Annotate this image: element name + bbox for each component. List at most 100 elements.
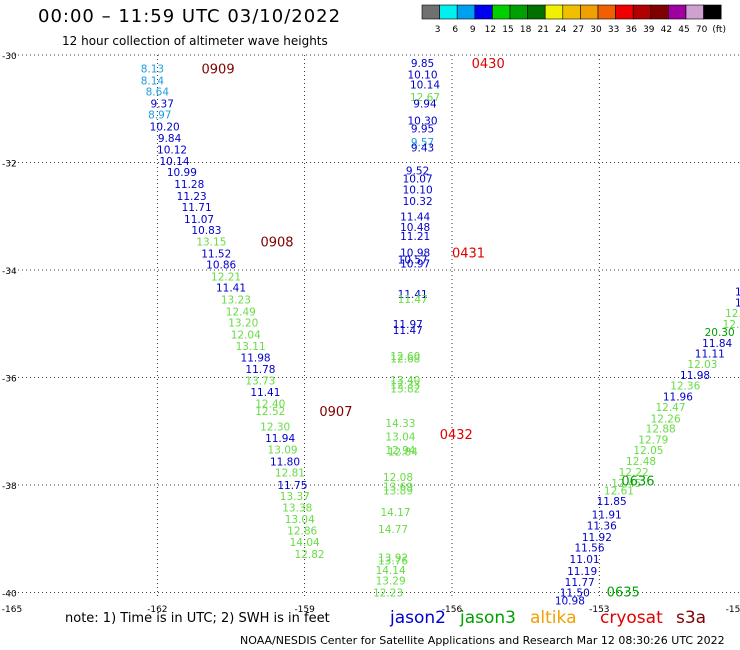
wave-height-label: 11.52 — [201, 248, 231, 260]
wave-height-label: 12.81 — [275, 468, 305, 480]
wave-height-label: 12.3 — [723, 319, 740, 331]
lat-tick-label: -34 — [2, 267, 17, 277]
wave-height-label: 13.40 — [390, 375, 420, 387]
colorbar-label: 21 — [537, 25, 548, 35]
wave-height-label: 12.23 — [373, 588, 403, 600]
wave-height-label: 12.04 — [231, 330, 261, 342]
wave-height-label: 11.41 — [216, 283, 246, 295]
wave-height-label: 11.96 — [663, 391, 693, 403]
wave-height-label: 12.40 — [255, 398, 285, 410]
wave-height-label: 11.98 — [241, 353, 271, 365]
altimeter-map: -30 -32 -34 -36 -38 -40 -165 -162 -159 -156 -153 -1… — [2, 52, 740, 615]
wave-height-label: 11.50 — [560, 588, 590, 600]
pass-time-label: 0432 — [440, 428, 473, 443]
wave-height-label: 12.88 — [646, 424, 676, 436]
wave-height-label: 11 — [735, 297, 740, 309]
wave-height-label: 12.82 — [295, 549, 325, 561]
wave-height-label: 13.38 — [282, 503, 312, 515]
wave-height-label: 11.01 — [570, 554, 600, 566]
colorbar-label: 27 — [573, 25, 584, 35]
wave-height-label: 13.69 — [383, 482, 413, 494]
wave-height-label: 12.48 — [626, 456, 656, 468]
wave-height-label: 14.77 — [378, 524, 408, 536]
wave-height-label: 11.85 — [597, 496, 627, 508]
legend-altika: altika — [530, 608, 577, 628]
colorbar-label: 36 — [625, 25, 637, 35]
wave-height-label: 12.86 — [287, 526, 317, 538]
wave-height-label: 11.41 — [250, 387, 280, 399]
lat-tick-label: -38 — [2, 482, 17, 492]
wave-height-label: 11.28 — [174, 179, 204, 191]
wave-height-label: 10.98 — [400, 247, 430, 259]
lat-tick-label: -40 — [2, 590, 17, 600]
wave-height-label: 8.13 — [141, 63, 164, 75]
wave-height-label: 13.15 — [196, 237, 226, 249]
lon-tick-label: -165 — [2, 605, 22, 615]
wave-height-label: 10.99 — [167, 167, 197, 179]
wave-height-label: 12.30 — [260, 421, 290, 433]
wave-height-label: 10.20 — [150, 121, 180, 133]
s3a-track-0907: 12.8111.7513.3713.3813.0412.8614.0412.82… — [275, 405, 353, 561]
wave-height-label: 12.45 — [611, 478, 641, 490]
wave-height-label: 10.10 — [403, 184, 433, 196]
lon-tick-label: -15 — [726, 605, 740, 615]
wave-height-label: 11.78 — [245, 364, 275, 376]
wave-height-label: 12.84 — [388, 447, 418, 459]
wave-height-label: 12.60 — [390, 351, 420, 363]
wave-height-label: 9.43 — [411, 142, 434, 154]
s3a-track-0909: 8.138.148.649.378.9710.209.8410.1210.141… — [141, 62, 237, 271]
wave-height-label: 10.86 — [206, 260, 236, 272]
s3a-track-0908: 12.2111.4113.2312.4913.2012.0413.1111.98… — [211, 236, 300, 469]
wave-height-label: 13.76 — [378, 555, 408, 567]
wave-height-label: 11.56 — [574, 542, 604, 554]
colorbar-label: 24 — [555, 25, 567, 35]
pass-time-label: 0431 — [452, 246, 485, 261]
lon-tick-label: -156 — [442, 605, 463, 615]
wave-height-label: 8.64 — [146, 87, 170, 99]
wave-height-label: 10.14 — [410, 80, 440, 92]
wave-height-label: 12.33 — [390, 379, 420, 391]
wave-height-label: 11.91 — [592, 510, 622, 522]
wave-height-label: 11.77 — [565, 577, 595, 589]
wave-height-label: 14.14 — [376, 565, 406, 577]
wave-height-label: 13.23 — [221, 295, 251, 307]
wave-height-label: 11.84 — [702, 338, 732, 350]
wave-height-label: 9.52 — [406, 166, 429, 178]
wave-height-label: 12.79 — [638, 434, 668, 446]
wave-height-label: 10.97 — [400, 259, 430, 271]
wave-height-label: 10.12 — [157, 145, 187, 157]
wave-height-label: 11.41 — [398, 289, 428, 301]
wave-height-label: 11.47 — [398, 294, 428, 306]
legend-s3a: s3a — [676, 608, 707, 628]
wave-height-label: 12.21 — [211, 271, 241, 283]
wave-height-label: 13.73 — [245, 376, 275, 388]
wave-height-label: 14.04 — [290, 537, 320, 549]
wave-height-label: 12.26 — [651, 413, 681, 425]
pass-time-label: 0635 — [607, 585, 640, 600]
wave-height-label: 11.11 — [695, 348, 725, 360]
wave-height-label: 11.94 — [265, 433, 295, 445]
wave-height-label: 11.21 — [400, 231, 430, 243]
wave-height-label: 12.4 — [725, 308, 740, 320]
wave-height-label: 9.94 — [413, 98, 437, 110]
wave-height-label: 10.32 — [403, 196, 433, 208]
wave-height-label: 9.85 — [411, 58, 434, 70]
lat-tick-label: -36 — [2, 375, 17, 385]
wave-height-label: 11.19 — [567, 566, 597, 578]
colorbar-label: 12 — [485, 25, 496, 35]
wave-height-label: 12.94 — [385, 445, 415, 457]
wave-height-label: 13.92 — [378, 553, 408, 565]
wave-height-label: 11.44 — [400, 211, 430, 223]
wave-height-label: 9.57 — [411, 137, 434, 149]
lon-tick-label: -159 — [294, 605, 315, 615]
wave-height-label: 11.71 — [182, 202, 212, 214]
wave-height-label: 11.92 — [582, 532, 612, 544]
wave-height-label: 12.03 — [687, 359, 717, 371]
wave-height-label: 8.97 — [148, 110, 171, 122]
pass-time-label: 0908 — [260, 236, 293, 251]
wave-height-label: 12.68 — [390, 354, 420, 366]
wave-height-label: 13.04 — [285, 514, 315, 526]
wave-height-label: 11.98 — [680, 370, 710, 382]
